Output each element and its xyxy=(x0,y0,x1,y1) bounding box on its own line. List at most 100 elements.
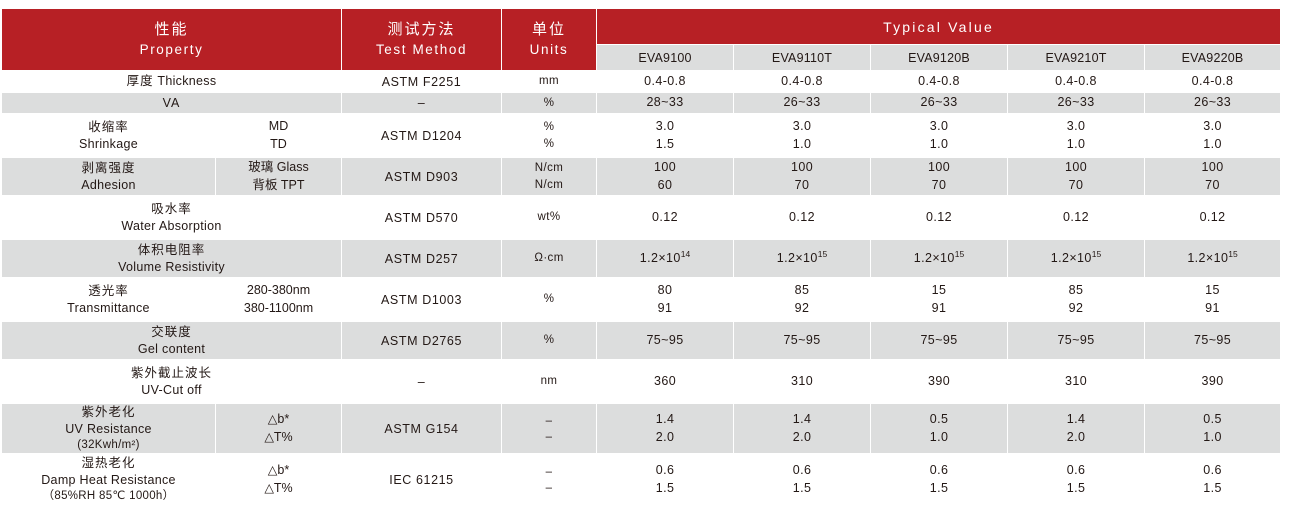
test-method-cell: IEC 61215 xyxy=(341,453,503,506)
value-text: 1.0 xyxy=(929,136,949,151)
value-text: 91 xyxy=(1205,300,1220,315)
value-text: 1.0 xyxy=(1203,429,1222,444)
value-text: 3.0 xyxy=(655,119,675,133)
value-cell-EVA9110T: 1.2×1015 xyxy=(733,239,872,278)
value-cell-EVA9220B: 100 70 xyxy=(1144,157,1282,196)
value-text: 91 xyxy=(931,300,947,315)
value-cell-EVA9210T: 26~33 xyxy=(1007,92,1146,114)
value-text: 75~95 xyxy=(920,332,958,347)
value-text: 3.0 xyxy=(1203,119,1222,133)
value-text: 91 xyxy=(657,300,673,315)
table-row: 交联度 Gel content ASTM D2765% 75~95 75~95 75~95… xyxy=(0,321,1282,360)
value-cell-EVA9110T: 75~95 xyxy=(733,321,872,360)
value-cell-EVA9120B: 0.12 xyxy=(870,195,1009,240)
property-sub-label: △b* xyxy=(267,463,290,478)
value-cell-EVA9220B: 390 xyxy=(1144,359,1282,404)
value-text: 100 xyxy=(1201,160,1224,174)
value-text: 3.0 xyxy=(929,119,949,133)
property-label-en: Adhesion xyxy=(81,177,136,192)
value-text: 1.0 xyxy=(1066,136,1086,151)
value-text: 1.0 xyxy=(792,136,812,151)
value-text: 70 xyxy=(931,177,947,192)
header-product-2: EVA9120B xyxy=(870,44,1009,71)
units-cell: % xyxy=(501,277,598,322)
unit-label: – xyxy=(545,465,553,478)
value-cell-EVA9120B: 26~33 xyxy=(870,92,1009,114)
value-cell-EVA9100: 0.4-0.8 xyxy=(596,70,735,93)
value-text: 1.0 xyxy=(929,429,949,444)
table-header: 性能 Property 测试方法 Test Method 单位 Units Ty… xyxy=(0,8,1282,71)
table-row: 紫外截止波长 UV-Cut off – nm 360 310 390 310 390 xyxy=(0,359,1282,404)
value-text: 100 xyxy=(1064,160,1088,174)
property-label-cn: 紫外截止波长 xyxy=(131,365,213,380)
property-label-en: Thickness xyxy=(153,74,217,89)
unit-label: % xyxy=(543,121,555,134)
value-text: 2.0 xyxy=(1066,429,1086,444)
property-cell: 体积电阻率 Volume Resistivity xyxy=(0,239,343,278)
test-method-cell: ASTM D1003 xyxy=(341,277,503,322)
value-cell-EVA9120B: 0.5 1.0 xyxy=(870,402,1009,455)
property-sub-label: 背板 TPT xyxy=(252,177,305,192)
value-text: 100 xyxy=(927,160,951,174)
header-product-4: EVA9220B xyxy=(1144,44,1282,71)
value-text: 28~33 xyxy=(646,95,684,110)
value-cell-EVA9220B: 0.4-0.8 xyxy=(1144,70,1282,93)
unit-label: Ω·cm xyxy=(534,252,564,265)
units-cell: N/cm N/cm xyxy=(501,157,598,196)
value-text: 0.6 xyxy=(792,463,812,478)
value-text: 75~95 xyxy=(1057,332,1095,347)
header-test-method: 测试方法 Test Method xyxy=(341,8,503,71)
property-label-en: UV-Cut off xyxy=(141,382,202,397)
test-method-cell: ASTM F2251 xyxy=(341,70,503,93)
value-text: 1.5 xyxy=(655,480,675,495)
property-sub-cell: 280-380nm 380-1100nm xyxy=(214,277,343,322)
value-cell-EVA9100: 360 xyxy=(596,359,735,404)
property-label-cn: 体积电阻率 xyxy=(137,242,206,257)
value-text: 310 xyxy=(1064,373,1088,388)
value-text: 0.5 xyxy=(1203,412,1222,427)
value-text: 0.6 xyxy=(929,463,949,478)
value-cell-EVA9110T: 0.12 xyxy=(733,195,872,240)
value-cell-EVA9220B: 26~33 xyxy=(1144,92,1282,114)
property-sub-cell: MD TD xyxy=(214,113,343,158)
property-sub-label: △T% xyxy=(264,429,293,444)
value-text: 0.12 xyxy=(1199,209,1226,224)
value-text: 15 xyxy=(1205,283,1220,297)
value-text: 75~95 xyxy=(646,332,684,347)
table-row: 透光率 Transmittance 280-380nm 380-1100nm ASTM … xyxy=(1,277,1282,322)
value-text: 0.4-0.8 xyxy=(1191,73,1234,88)
value-text: 92 xyxy=(794,300,810,315)
value-text: 15 xyxy=(931,283,947,297)
units-cell: mm xyxy=(501,70,598,93)
value-text: 0.6 xyxy=(1203,463,1222,478)
value-text: 26~33 xyxy=(1057,95,1095,110)
unit-label: wt% xyxy=(537,211,561,224)
value-cell-EVA9120B: 390 xyxy=(870,359,1009,404)
value-text: 1.2×1015 xyxy=(776,249,828,266)
property-sub-label: TD xyxy=(270,136,287,151)
unit-label: – xyxy=(545,414,553,427)
value-text: 0.12 xyxy=(1063,209,1089,224)
value-text: 3.0 xyxy=(792,119,812,133)
header-typical-value: Typical Value xyxy=(596,8,1282,45)
property-sub-label: △b* xyxy=(267,412,290,427)
value-text: 0.6 xyxy=(655,463,675,478)
value-cell-EVA9110T: 3.0 1.0 xyxy=(733,113,872,158)
value-text: 75~95 xyxy=(783,332,821,347)
value-cell-EVA9110T: 26~33 xyxy=(733,92,872,114)
unit-label: % xyxy=(543,96,555,109)
value-text: 1.4 xyxy=(655,412,675,427)
value-text: 0.6 xyxy=(1066,463,1086,478)
property-sub-cell: △b* △T% xyxy=(214,453,343,506)
property-condition: (32Kwh/m²) xyxy=(77,438,140,451)
value-text: 70 xyxy=(1205,177,1220,192)
header-units: 单位 Units xyxy=(501,8,598,71)
value-cell-EVA9100: 0.12 xyxy=(596,195,735,240)
table-row: 体积电阻率 Volume Resistivity ASTM D257 Ω·cm 1.2×… xyxy=(0,239,1282,278)
value-text: 1.2×1015 xyxy=(913,249,965,266)
property-sub-cell: △b* △T% xyxy=(214,402,343,455)
property-cell: VA xyxy=(0,92,343,114)
value-cell-EVA9220B: 0.12 xyxy=(1144,195,1282,240)
value-text: 1.4 xyxy=(1066,412,1086,427)
value-text: 0.4-0.8 xyxy=(1055,73,1097,88)
